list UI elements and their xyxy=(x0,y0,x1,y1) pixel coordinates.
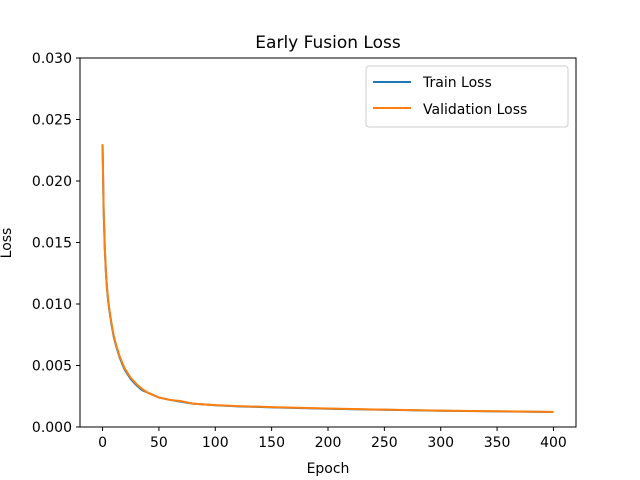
y-tick-label: 0.005 xyxy=(32,359,72,375)
x-tick-label: 250 xyxy=(371,435,398,451)
x-tick-label: 400 xyxy=(540,435,567,451)
y-tick-label: 0.025 xyxy=(32,113,72,129)
legend-box xyxy=(365,65,569,128)
legend-label-validation-loss: Validation Loss xyxy=(423,102,527,118)
x-axis-label: Epoch xyxy=(307,461,350,477)
x-axis-ticks: 0 50 100 150 200 250 300 350 400 xyxy=(98,427,567,451)
y-tick-label: 0.010 xyxy=(32,297,72,313)
x-tick-label: 100 xyxy=(202,435,229,451)
chart-title: Early Fusion Loss xyxy=(255,33,401,53)
y-axis-ticks: 0.000 0.005 0.010 0.015 0.020 0.025 0.030 xyxy=(32,51,80,436)
y-tick-label: 0.000 xyxy=(32,420,72,436)
legend-label-train-loss: Train Loss xyxy=(422,75,492,91)
y-tick-label: 0.015 xyxy=(32,236,72,252)
x-tick-label: 300 xyxy=(427,435,454,451)
x-tick-label: 50 xyxy=(150,435,168,451)
series-layer xyxy=(101,144,554,413)
x-tick-label: 350 xyxy=(484,435,511,451)
x-tick-label: 0 xyxy=(98,435,107,451)
y-tick-label: 0.030 xyxy=(32,51,72,67)
y-tick-label: 0.020 xyxy=(32,174,72,190)
x-tick-label: 150 xyxy=(258,435,285,451)
legend: Train Loss Validation Loss xyxy=(365,65,569,128)
y-axis-label: Loss xyxy=(0,228,15,259)
x-tick-label: 200 xyxy=(315,435,342,451)
series-line-validation-loss xyxy=(101,144,554,413)
